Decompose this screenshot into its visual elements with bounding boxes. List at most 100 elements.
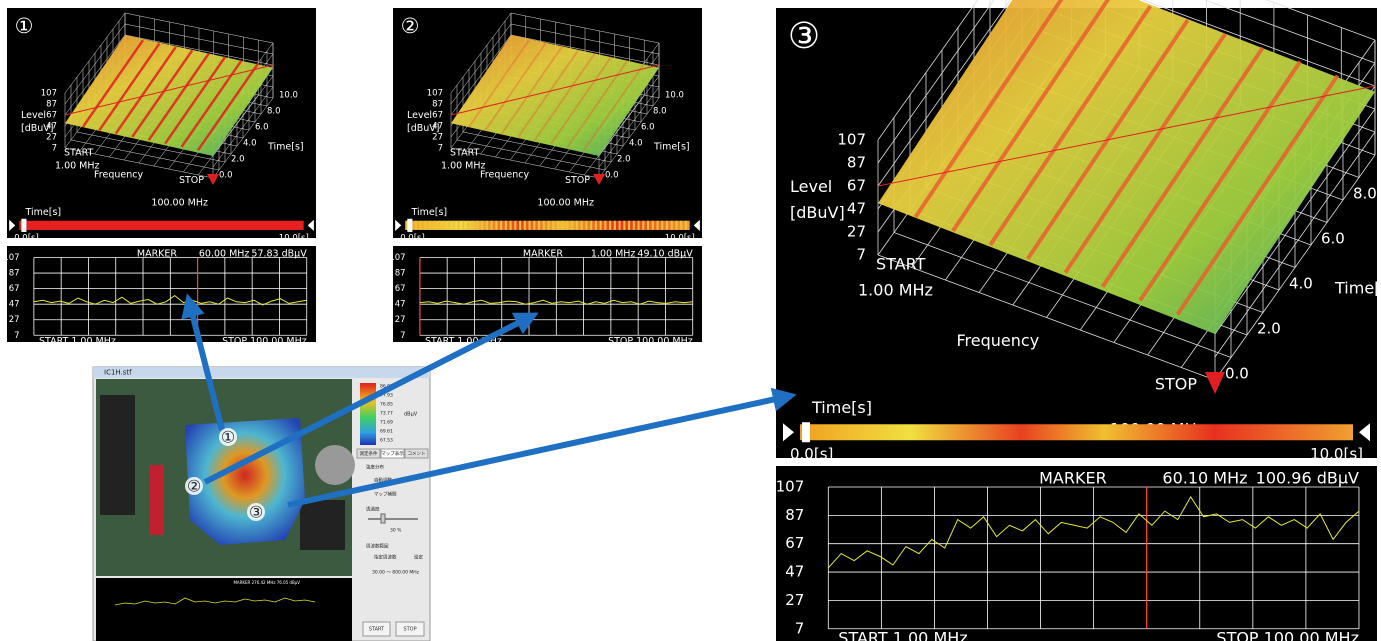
scale-value: 67.53 bbox=[380, 438, 393, 444]
y-tick-label: 7 bbox=[400, 331, 405, 341]
wireframe bbox=[64, 23, 126, 105]
scale-value: 71.69 bbox=[380, 420, 393, 426]
spectrum-start: START 1.00 MHz bbox=[39, 336, 116, 347]
slider-min: 0.0[s] bbox=[14, 234, 39, 244]
level-tick: 87 bbox=[432, 100, 443, 110]
slider-max: 10.0[s] bbox=[279, 234, 309, 244]
surface-ridge bbox=[1063, 32, 1227, 274]
surface-ridge bbox=[147, 52, 210, 141]
stop-label: STOP bbox=[179, 175, 204, 186]
spectrum-stop: STOP 100.00 MHz bbox=[608, 336, 693, 347]
surface-ridge bbox=[1101, 46, 1265, 288]
slider-stripe bbox=[509, 220, 512, 230]
spectrum-stop: STOP 100.00 MHz bbox=[1216, 628, 1359, 641]
slider-stripe bbox=[609, 220, 612, 230]
level-tick: 67 bbox=[432, 111, 443, 121]
surface-ridge bbox=[988, 5, 1152, 247]
tab[interactable] bbox=[380, 448, 405, 459]
slider-stripe bbox=[661, 220, 664, 230]
wireframe bbox=[584, 94, 645, 176]
window-title: IC1H.stf bbox=[104, 369, 132, 377]
wireframe bbox=[1266, 0, 1376, 41]
stop-button[interactable] bbox=[395, 621, 425, 637]
slider-thumb bbox=[802, 422, 810, 443]
marker-label: MARKER bbox=[523, 249, 564, 260]
tab[interactable] bbox=[404, 448, 429, 459]
wireframe bbox=[64, 34, 126, 116]
slider-stripe bbox=[561, 220, 564, 230]
title-bar bbox=[93, 367, 430, 378]
level-tick: 47 bbox=[847, 200, 866, 218]
y-tick-label: 87 bbox=[395, 269, 406, 279]
level-label: Level bbox=[790, 177, 832, 196]
slider-stripe bbox=[452, 220, 455, 230]
arrows bbox=[181, 293, 797, 508]
surface-ridge bbox=[197, 62, 260, 151]
level-label: Level bbox=[21, 110, 46, 121]
time-tick: 6.0 bbox=[641, 123, 655, 133]
map-marker-bg bbox=[219, 428, 237, 446]
slider-stripe bbox=[680, 220, 683, 230]
level-tick: 67 bbox=[46, 111, 57, 121]
time-tick: 6.0 bbox=[255, 123, 269, 133]
slider-stripe bbox=[613, 220, 616, 230]
wireframe bbox=[450, 23, 512, 105]
arrow bbox=[203, 312, 539, 485]
wireframe bbox=[1141, 0, 1376, 87]
surface-ridge bbox=[913, 0, 1064, 219]
slider-stripe bbox=[585, 220, 588, 230]
y-tick-label: 7 bbox=[14, 331, 19, 341]
slider-left bbox=[395, 219, 402, 231]
wireframe bbox=[510, 23, 660, 55]
surface-ridge bbox=[951, 0, 1111, 233]
wireframe bbox=[450, 34, 512, 116]
start-button[interactable] bbox=[362, 621, 391, 637]
y-tick-label: 87 bbox=[9, 269, 20, 279]
level-tick: 107 bbox=[837, 131, 866, 149]
time-axis-label: Time[s] bbox=[267, 142, 304, 153]
marker-freq: 60.00 MHz bbox=[199, 249, 250, 260]
slider-stripe bbox=[623, 220, 626, 230]
marker-line bbox=[877, 85, 1376, 187]
stop-label: STOP bbox=[565, 175, 590, 186]
color-scale bbox=[360, 383, 376, 445]
level-tick: 107 bbox=[427, 89, 443, 99]
slider-thumb[interactable] bbox=[380, 513, 386, 524]
trace bbox=[33, 294, 307, 306]
level-tick: 7 bbox=[438, 144, 443, 154]
level-tick: 27 bbox=[46, 133, 57, 143]
time-tick: 2.0 bbox=[617, 155, 631, 165]
surface-ridge bbox=[1138, 60, 1302, 302]
time-slider bbox=[800, 424, 1353, 441]
map-markers: ① ② ③ bbox=[185, 428, 265, 522]
marker-level: 57.83 dBμV bbox=[251, 249, 307, 260]
time-slider bbox=[19, 220, 304, 230]
unit-label: [dBuV] bbox=[407, 123, 439, 134]
surface-ridge bbox=[500, 46, 563, 135]
unit-label: [dBuV] bbox=[21, 123, 53, 134]
marker-label: MARKER bbox=[137, 249, 178, 260]
slider-max: 10.0[s] bbox=[1310, 445, 1363, 463]
tab[interactable] bbox=[356, 448, 381, 459]
time-axis-label: Time[s] bbox=[1334, 278, 1381, 297]
surface bbox=[878, 0, 1375, 334]
slider-stripe bbox=[424, 220, 427, 230]
slider-stripe bbox=[552, 220, 555, 230]
unit-label: [dBuV] bbox=[790, 203, 845, 222]
slider-stripe bbox=[575, 220, 578, 230]
slider-left bbox=[783, 423, 794, 442]
wireframe bbox=[124, 12, 274, 44]
sidebar-label: 周波数範囲 bbox=[366, 543, 389, 550]
y-tick-label: 27 bbox=[395, 315, 406, 325]
marker-line bbox=[450, 64, 660, 116]
slider-stripe bbox=[485, 220, 488, 230]
start-label: START bbox=[64, 148, 94, 159]
time-tick: 6.0 bbox=[1321, 230, 1345, 248]
marker-freq: 1.00 MHz bbox=[591, 249, 636, 260]
slider-max: 10.0[s] bbox=[665, 234, 695, 244]
slider-stripe bbox=[471, 220, 474, 230]
tab-label: マップ表示 bbox=[381, 450, 404, 457]
time-tick: 2.0 bbox=[231, 155, 245, 165]
slider-stripe bbox=[632, 220, 635, 230]
map-marker: ② bbox=[187, 477, 201, 496]
